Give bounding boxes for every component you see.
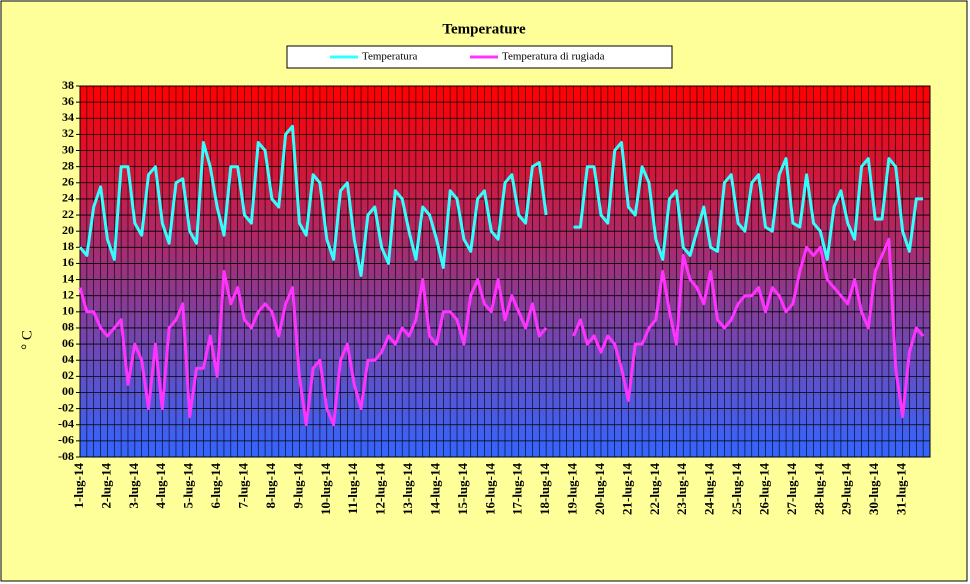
y-tick-label: 30 xyxy=(62,142,74,156)
y-tick-label: 00 xyxy=(62,384,74,398)
y-tick-label: 16 xyxy=(62,255,74,269)
y-tick-label: 10 xyxy=(62,304,74,318)
x-tick-label: 25-lug-14 xyxy=(729,463,744,516)
y-tick-label: -06 xyxy=(58,433,74,447)
x-tick-label: 11-lug-14 xyxy=(345,463,360,515)
x-tick-label: 31-lug-14 xyxy=(894,463,909,516)
x-tick-label: 29-lug-14 xyxy=(839,463,854,516)
y-tick-label: 32 xyxy=(62,126,74,140)
x-tick-label: 15-lug-14 xyxy=(455,463,470,516)
x-tick-label: 6-lug-14 xyxy=(208,463,223,509)
y-tick-label: 02 xyxy=(62,368,74,382)
y-axis-label: ° C xyxy=(19,330,35,350)
x-tick-label: 3-lug-14 xyxy=(126,463,141,509)
x-tick-label: 10-lug-14 xyxy=(318,463,333,516)
x-tick-label: 24-lug-14 xyxy=(702,463,717,516)
y-tick-label: 04 xyxy=(62,352,74,366)
y-tick-label: 36 xyxy=(62,94,74,108)
x-tick-label: 21-lug-14 xyxy=(619,463,634,516)
y-tick-label: 08 xyxy=(62,320,74,334)
y-tick-label: 14 xyxy=(62,271,74,285)
x-tick-label: 5-lug-14 xyxy=(181,463,196,509)
y-tick-label: 26 xyxy=(62,175,74,189)
x-tick-label: 30-lug-14 xyxy=(866,463,881,516)
y-tick-label: -04 xyxy=(58,416,74,430)
y-tick-label: 28 xyxy=(62,158,74,172)
plot-border xyxy=(79,85,931,458)
y-tick-label: 06 xyxy=(62,336,74,350)
x-tick-label: 20-lug-14 xyxy=(592,463,607,516)
x-tick-label: 13-lug-14 xyxy=(400,463,415,516)
x-tick-label: 17-lug-14 xyxy=(510,463,525,516)
x-tick-label: 8-lug-14 xyxy=(263,463,278,509)
x-tick-label: 7-lug-14 xyxy=(236,463,251,509)
y-tick-label: 22 xyxy=(62,207,74,221)
y-tick-label: 18 xyxy=(62,239,74,253)
x-tick-label: 16-lug-14 xyxy=(482,462,497,515)
chart-title: Temperature xyxy=(442,21,526,37)
x-tick-label: 14-lug-14 xyxy=(427,463,442,516)
y-tick-label: 24 xyxy=(62,191,74,205)
y-tick-label: 12 xyxy=(62,287,74,301)
x-tick-label: 26-lug-14 xyxy=(756,463,771,516)
y-tick-label: 20 xyxy=(62,223,74,237)
series-line xyxy=(78,237,925,427)
y-tick-label: -08 xyxy=(58,449,74,463)
x-tick-label: 2-lug-14 xyxy=(98,463,113,509)
legend-label: Temperatura di rugiada xyxy=(502,51,605,63)
x-tick-label: 28-lug-14 xyxy=(811,463,826,516)
legend-label: Temperatura xyxy=(362,51,418,63)
y-tick-label: 38 xyxy=(62,78,74,92)
x-tick-label: 18-lug-14 xyxy=(537,463,552,516)
x-tick-label: 22-lug-14 xyxy=(647,463,662,516)
x-tick-label: 23-lug-14 xyxy=(674,463,689,516)
x-tick-label: 19-lug-14 xyxy=(565,463,580,516)
x-tick-label: 12-lug-14 xyxy=(373,463,388,516)
x-tick-label: 1-lug-14 xyxy=(71,463,86,509)
y-tick-label: -02 xyxy=(58,400,74,414)
x-tick-label: 9-lug-14 xyxy=(290,463,305,509)
y-tick-label: 34 xyxy=(62,110,74,124)
x-tick-label: 4-lug-14 xyxy=(153,463,168,509)
x-tick-label: 27-lug-14 xyxy=(784,463,799,516)
series-line xyxy=(78,124,924,277)
